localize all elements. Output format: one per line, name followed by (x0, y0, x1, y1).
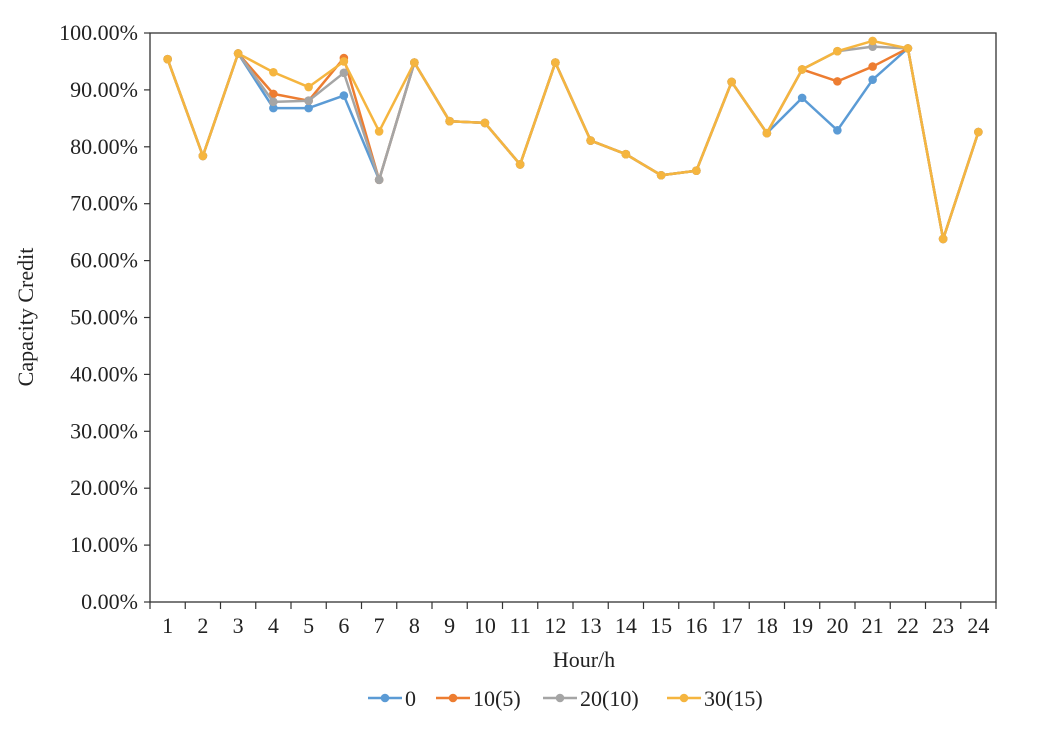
x-tick-label: 17 (721, 613, 743, 638)
data-point (480, 118, 490, 128)
x-tick-label: 7 (374, 613, 385, 638)
y-tick-label: 80.00% (70, 134, 138, 159)
y-tick-label: 0.00% (81, 589, 138, 614)
data-point (868, 75, 877, 84)
y-tick-label: 90.00% (70, 77, 138, 102)
legend-item: 10(5) (436, 686, 521, 711)
data-point (868, 36, 877, 46)
legend-marker (448, 693, 458, 703)
x-tick-label: 18 (756, 613, 778, 638)
y-tick-label: 50.00% (70, 305, 138, 330)
y-tick-label: 10.00% (70, 532, 138, 557)
x-tick-label: 6 (338, 613, 349, 638)
legend-marker (380, 693, 390, 703)
data-point (445, 116, 454, 126)
series-1 (163, 44, 983, 244)
legend-label: 20(10) (580, 686, 639, 711)
data-point (304, 103, 313, 113)
y-tick-label: 70.00% (70, 191, 138, 216)
legend-item: 0 (368, 686, 416, 711)
data-point (586, 136, 595, 145)
series-line (166, 39, 980, 241)
data-point (339, 68, 349, 78)
x-tick-label: 5 (303, 613, 314, 638)
data-point (269, 89, 278, 99)
x-tick-label: 12 (544, 613, 566, 638)
y-axis: 0.00% 10.00% 20.00% 30.00% 40.00% 50.00% 60.00… (59, 20, 150, 614)
x-tick-label: 2 (197, 613, 208, 638)
x-tick-label: 10 (474, 613, 496, 638)
series-line (166, 45, 980, 241)
x-tick-label: 23 (932, 613, 954, 638)
y-tick-label: 20.00% (70, 475, 138, 500)
legend-marker (555, 693, 565, 703)
x-tick-label: 14 (615, 613, 637, 638)
legend-item: 20(10) (543, 686, 639, 711)
data-point (692, 166, 701, 175)
data-point (163, 54, 172, 64)
plot-area-frame (149, 32, 997, 603)
data-point (304, 82, 313, 92)
series-0 (163, 44, 983, 244)
data-point (269, 97, 278, 107)
x-tick-label: 11 (510, 613, 531, 638)
legend: 0 10(5) 20(10) 30(15) (368, 686, 763, 711)
x-tick-label: 15 (650, 613, 672, 638)
x-axis: 1 2 3 4 5 6 7 8 9 10 11 12 13 14 15 16 17 18 19 20 21 22 23 24 (149, 602, 997, 638)
x-tick-label: 22 (897, 613, 919, 638)
data-point (727, 77, 736, 87)
data-point (374, 127, 384, 136)
data-point (762, 128, 772, 138)
data-point (515, 160, 525, 169)
data-point (621, 149, 631, 159)
series-3 (163, 36, 983, 244)
y-axis-title: Capacity Credit (13, 248, 38, 387)
y-tick-label: 100.00% (59, 20, 138, 45)
x-tick-label: 8 (409, 613, 420, 638)
data-point (833, 46, 842, 56)
data-point (974, 127, 983, 137)
data-point (339, 57, 349, 66)
data-point (269, 103, 278, 113)
legend-label: 10(5) (473, 686, 521, 711)
data-point (868, 62, 877, 71)
x-tick-label: 24 (967, 613, 989, 638)
x-tick-label: 9 (444, 613, 455, 638)
data-point (656, 170, 666, 180)
series-layer (163, 36, 983, 244)
legend-label: 30(15) (704, 686, 763, 711)
data-point (269, 67, 278, 77)
x-tick-label: 3 (233, 613, 244, 638)
series-line (166, 47, 980, 241)
data-point (339, 91, 349, 100)
data-point (551, 58, 560, 67)
series-line (166, 47, 980, 241)
y-tick-label: 60.00% (70, 248, 138, 273)
data-point (903, 44, 913, 53)
x-tick-label: 19 (791, 613, 813, 638)
x-tick-label: 20 (826, 613, 848, 638)
y-tick-label: 30.00% (70, 418, 138, 443)
data-point (233, 49, 243, 58)
data-point (797, 93, 807, 103)
data-point (304, 96, 313, 106)
data-point (198, 151, 208, 161)
data-point (833, 125, 842, 135)
y-tick-label: 40.00% (70, 361, 138, 386)
x-tick-label: 16 (685, 613, 707, 638)
data-point (410, 58, 419, 67)
legend-label: 0 (405, 686, 416, 711)
data-point (938, 234, 948, 244)
data-point (833, 77, 842, 86)
legend-item: 30(15) (667, 686, 763, 711)
x-tick-label: 1 (162, 613, 173, 638)
x-tick-label: 4 (268, 613, 279, 638)
data-point (797, 65, 807, 74)
x-tick-label: 13 (580, 613, 602, 638)
legend-marker (679, 693, 689, 703)
data-point (374, 175, 384, 185)
x-axis-title: Hour/h (553, 647, 615, 672)
x-tick-label: 21 (862, 613, 884, 638)
